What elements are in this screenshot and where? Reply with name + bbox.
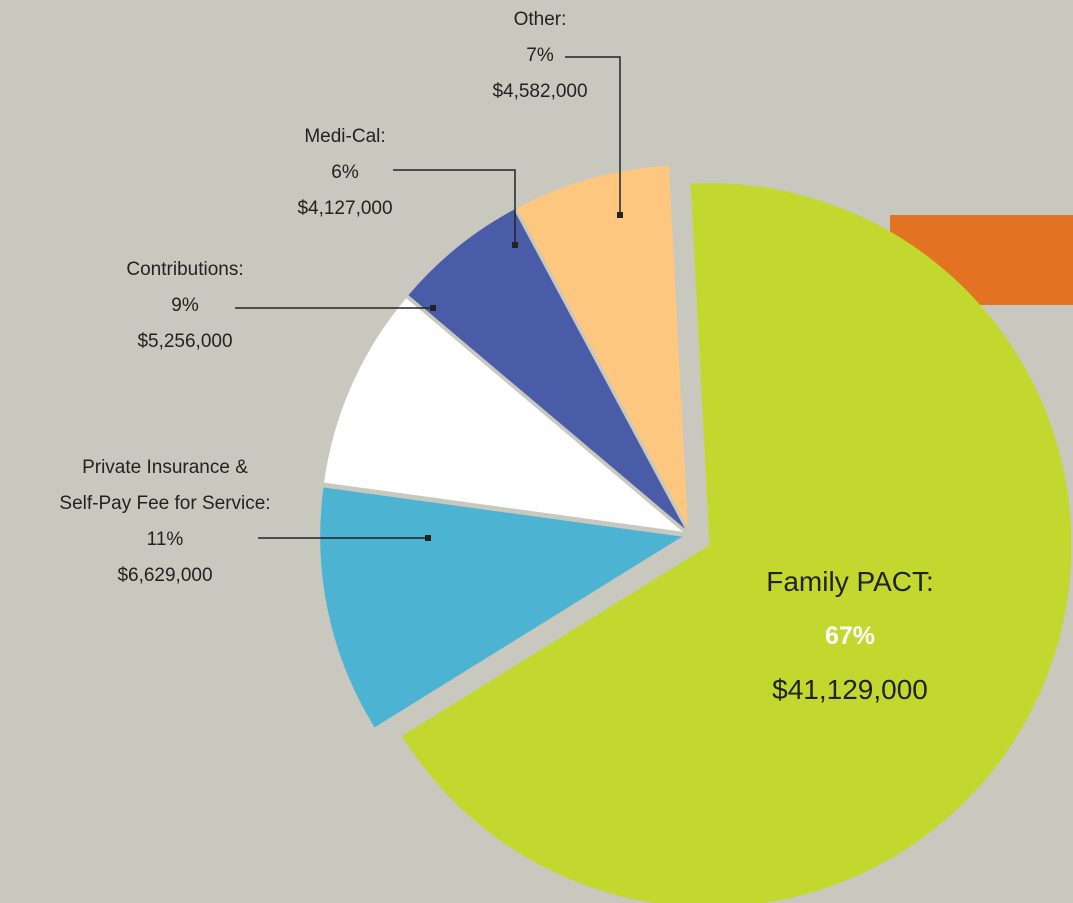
leaders (235, 56, 621, 539)
category-label: Other: (513, 9, 567, 30)
amount-label: $4,127,000 (297, 198, 393, 219)
pie-slice (320, 487, 683, 728)
leader-dot (617, 212, 623, 218)
amount-label: $41,129,000 (772, 674, 928, 705)
slices (320, 165, 1072, 903)
slice-label: Medi-Cal: 6% $4,127,000 (297, 119, 392, 227)
percent-label: 67% (824, 622, 876, 650)
leader-dots (425, 212, 623, 541)
pie-slice (408, 209, 685, 529)
leader-line (393, 169, 516, 245)
amount-label: $5,256,000 (137, 331, 233, 352)
category-label: Family PACT: (766, 566, 934, 597)
pie-slice (516, 165, 688, 528)
category-label: Contributions: (126, 259, 244, 280)
leader-dot (430, 305, 436, 311)
slice-label: Family PACT: 67% $41,129,000 (766, 555, 934, 717)
slice-label: Other: 7% $4,582,000 (492, 2, 587, 110)
amount-label: $6,629,000 (117, 565, 213, 586)
category-label: Private Insurance & Self-Pay Fee for Ser… (59, 457, 271, 514)
percent-label: 7% (526, 45, 554, 66)
slice-label: Private Insurance & Self-Pay Fee for Ser… (59, 450, 270, 594)
leader-line (565, 56, 621, 215)
amount-label: $4,582,000 (492, 81, 588, 102)
category-label: Medi-Cal: (304, 126, 386, 147)
percent-label: 6% (331, 162, 359, 183)
pie-slice (401, 183, 1072, 903)
leader-dot (425, 535, 431, 541)
percent-label: 11% (146, 529, 184, 550)
pie-slice (324, 298, 683, 532)
percent-label: 9% (171, 295, 199, 316)
slice-label: Contributions: 9% $5,256,000 (126, 252, 243, 360)
leader-dot (512, 242, 518, 248)
